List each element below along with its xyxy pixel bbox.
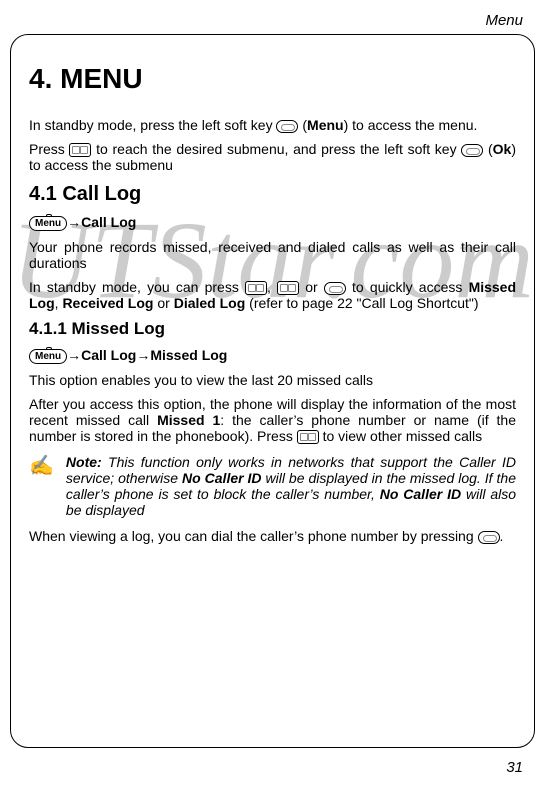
text: Press — [29, 141, 69, 157]
text: to view other missed calls — [323, 428, 483, 444]
call-key-icon — [478, 531, 500, 544]
soft-key-icon — [276, 120, 298, 133]
nav-item: Call Log — [81, 347, 136, 363]
section-4-1-1-heading: 4.1.1 Missed Log — [29, 319, 516, 339]
nav-key-icon — [277, 281, 299, 295]
nav-path: Menu→Call Log→Missed Log — [29, 347, 516, 364]
arrow-icon: → — [67, 347, 81, 363]
text: , — [267, 279, 277, 295]
note-label: Note: — [66, 454, 102, 470]
no-caller-id-label: No Caller ID — [182, 470, 262, 486]
page-content: 4. MENU In standby mode, press the left … — [29, 63, 516, 544]
received-log-label: Received Log — [62, 295, 153, 311]
intro-p2: Press to reach the desired submenu, and … — [29, 141, 516, 173]
page-number: 31 — [506, 759, 523, 776]
call-key-icon — [324, 282, 346, 295]
missed1-label: Missed 1 — [157, 412, 220, 428]
nav-key-icon — [297, 430, 319, 444]
nav-item: Call Log — [81, 214, 136, 230]
section-4-1-heading: 4.1 Call Log — [29, 183, 516, 206]
intro-p1: In standby mode, press the left soft key… — [29, 117, 516, 133]
note-block: ✍ Note: This function only works in netw… — [29, 454, 516, 518]
text: . — [500, 528, 504, 544]
menu-icon: Menu — [29, 216, 67, 231]
note-text: Note: This function only works in networ… — [66, 454, 516, 518]
soft-key-icon — [461, 144, 483, 157]
text: In standby mode, you can press — [29, 279, 245, 295]
text: or — [153, 295, 173, 311]
text: or — [305, 279, 324, 295]
arrow-icon: → — [67, 214, 81, 230]
text: to quickly access — [352, 279, 469, 295]
s411-p2: After you access this option, the phone … — [29, 396, 516, 444]
arrow-icon: → — [136, 347, 150, 363]
header-section: Menu — [485, 12, 523, 29]
dialed-log-label: Dialed Log — [174, 295, 246, 311]
note-hand-icon: ✍ — [29, 454, 54, 518]
s411-p1: This option enables you to view the last… — [29, 372, 516, 388]
s411-p3: When viewing a log, you can dial the cal… — [29, 528, 516, 544]
ok-label: Ok — [493, 141, 512, 157]
nav-key-icon — [69, 143, 91, 157]
nav-key-icon — [245, 281, 267, 295]
page-title: 4. MENU — [29, 63, 516, 95]
nav-path: Menu→Call Log — [29, 214, 516, 231]
text: ) to access the menu. — [344, 117, 478, 133]
menu-icon: Menu — [29, 349, 67, 364]
no-caller-id-label: No Caller ID — [380, 486, 461, 502]
menu-label: Menu — [307, 117, 344, 133]
text: When viewing a log, you can dial the cal… — [29, 528, 478, 544]
page-frame: UTStar.com 4. MENU In standby mode, pres… — [10, 34, 535, 748]
s41-p2: In standby mode, you can press , or to q… — [29, 279, 516, 311]
text: to reach the desired submenu, and press … — [96, 141, 461, 157]
s41-p1: Your phone records missed, received and … — [29, 239, 516, 271]
nav-item: Missed Log — [150, 347, 227, 363]
text: (refer to page 22 "Call Log Shortcut") — [245, 295, 478, 311]
text: In standby mode, press the left soft key — [29, 117, 276, 133]
